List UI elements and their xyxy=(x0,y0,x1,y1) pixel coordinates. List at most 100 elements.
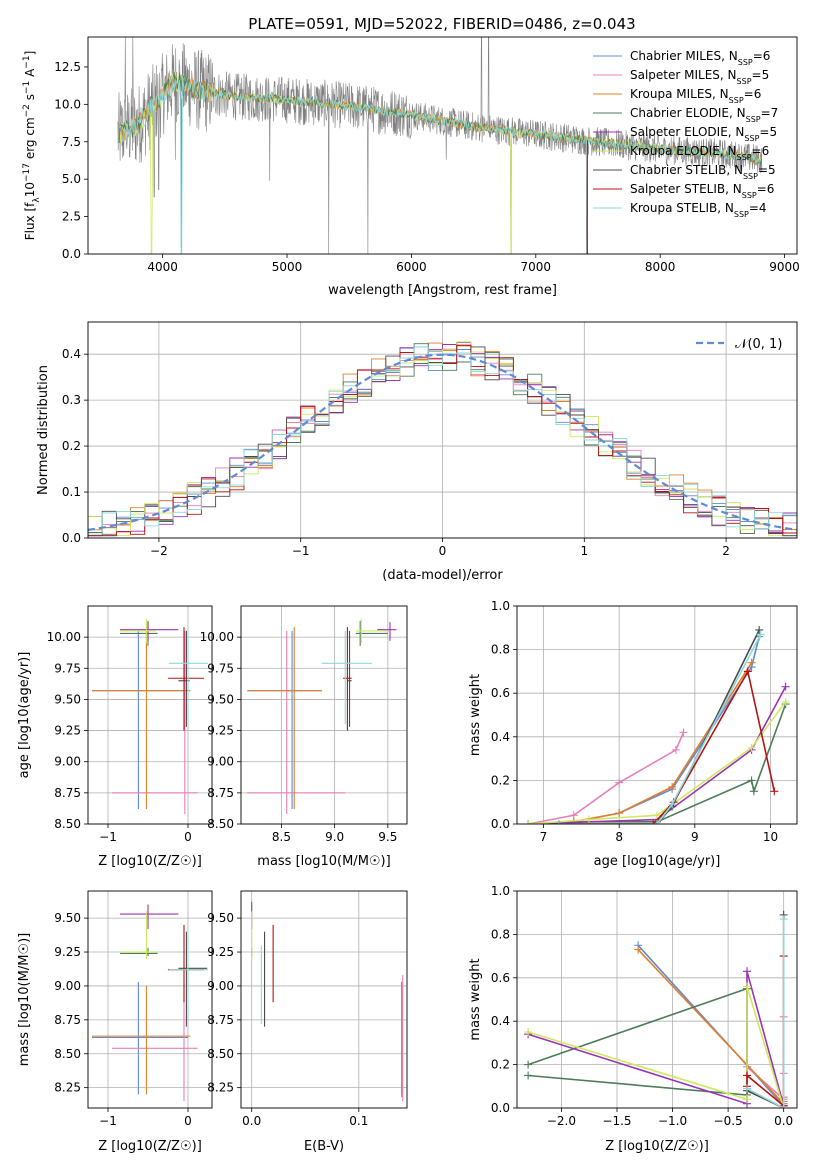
axes-border xyxy=(87,36,798,255)
y-tick-label: 8.75 xyxy=(207,786,234,800)
legend-n: 6 xyxy=(762,144,770,158)
panel-mass-vs-Z: −1 0 8.25 8.50 8.75 9.00 9.25 9.50 Z [log10(Z/Z☉… xyxy=(17,890,213,1154)
x-tick-label: 0 xyxy=(439,544,447,558)
x-axis-label: Z [log10(Z/Z☉)] xyxy=(605,1139,709,1154)
plot-area xyxy=(524,625,790,824)
data-point-marker xyxy=(779,1104,788,1108)
data-point-marker xyxy=(653,820,661,824)
legend-eq: = xyxy=(749,201,759,215)
x-axis-label: wavelength [Angstrom, rest frame] xyxy=(328,283,557,298)
y-tick-label: 10.00 xyxy=(200,630,234,644)
data-point-marker xyxy=(743,1095,751,1104)
y-tick-label: 9.75 xyxy=(207,661,234,675)
legend-eq: = xyxy=(752,68,762,82)
x-tick-label: 5000 xyxy=(272,260,303,274)
histogram-chabrier-miles xyxy=(88,346,797,537)
plot-area xyxy=(117,37,763,254)
normal-curve-line xyxy=(88,353,797,531)
axes-border xyxy=(87,321,798,539)
y-tick-label: 0.4 xyxy=(62,347,81,361)
y-axis-label: age [log10(age/yr)] xyxy=(17,652,32,779)
y-tick-label: 0.2 xyxy=(62,439,81,453)
figure-title: PLATE=0591, MJD=52022, FIBERID=0486, z=0… xyxy=(248,15,635,33)
y-tick-label: 0.1 xyxy=(62,485,81,499)
x-axis-label: mass [log10(M/M☉)] xyxy=(257,854,390,869)
histogram-salpeter-stelib xyxy=(88,344,797,537)
panel-age-vs-Z: −1 0 8.50 8.75 9.00 9.25 9.50 9.75 10.00 Z [log10… xyxy=(17,605,213,869)
y-tick-label: 5.0 xyxy=(62,172,81,186)
x-tick-label: −2.0 xyxy=(547,1114,576,1128)
legend-n: 6 xyxy=(767,182,775,196)
x-tick-label: 9.0 xyxy=(325,830,344,844)
legend-sub: SSP xyxy=(729,96,744,105)
series-line-salpeter-elodie xyxy=(528,686,787,824)
x-tick-label: 0 xyxy=(184,1114,192,1128)
y-tick-label: 8.50 xyxy=(54,817,81,831)
x-tick-label: −1 xyxy=(99,830,117,844)
x-tick-label: 8000 xyxy=(645,260,676,274)
data-point-marker xyxy=(743,1071,751,1080)
y-tick-label: 8.25 xyxy=(207,1081,234,1095)
legend-sub: SSP xyxy=(744,134,759,143)
legend-eq: = xyxy=(761,106,771,120)
y-tick-label: 9.25 xyxy=(54,945,81,959)
y-tick-label: 12.5 xyxy=(54,60,81,74)
legend-entry: Salpeter MILES, NSSP=5 xyxy=(630,68,769,86)
axes-frame: −1 0 8.25 8.50 8.75 9.00 9.25 9.50 Z [log10(Z/Z☉… xyxy=(17,890,213,1154)
y-axis-label: mass [log10(M/M☉)] xyxy=(17,933,32,1066)
data-point-marker xyxy=(679,728,688,737)
legend-n: 6 xyxy=(763,49,771,63)
y-axis-label: mass weight xyxy=(468,674,483,756)
x-tick-label: 0 xyxy=(184,830,192,844)
plot-area xyxy=(251,901,404,1102)
y-tick-label: 10.00 xyxy=(47,630,81,644)
series-line-kroupa-stelib xyxy=(746,919,785,1108)
plot-area xyxy=(92,618,208,815)
y-tick-label: 9.00 xyxy=(207,979,234,993)
data-point-marker xyxy=(653,811,661,820)
x-tick-label: −1.5 xyxy=(602,1114,631,1128)
y-tick-label: 9.50 xyxy=(207,911,234,925)
x-tick-label: 9000 xyxy=(769,260,800,274)
x-tick-label: 2 xyxy=(722,544,730,558)
x-tick-label: −1 xyxy=(292,544,310,558)
x-tick-label: 8.5 xyxy=(272,830,291,844)
y-tick-label: 9.00 xyxy=(207,755,234,769)
legend-n: 4 xyxy=(759,201,767,215)
y-tick-label: 7.5 xyxy=(62,135,81,149)
plot-area xyxy=(92,904,208,1102)
y-tick-label: 9.25 xyxy=(207,724,234,738)
histogram-chabrier-elodie xyxy=(88,343,797,537)
data-point-marker xyxy=(634,945,643,954)
y-tick-label: 10.0 xyxy=(54,97,81,111)
plot-area xyxy=(247,618,397,815)
model-spectrum-kroupa-stelib xyxy=(118,74,762,254)
data-point-marker xyxy=(584,815,593,824)
legend-sub: SSP xyxy=(738,58,753,67)
data-point-marker xyxy=(770,787,779,796)
x-axis-label: Z [log10(Z/Z☉)] xyxy=(98,854,202,869)
legend-entry: Chabrier MILES, NSSP=6 xyxy=(630,49,770,67)
panel-weight-vs-Z: −2.0 −1.5 −1.0 −0.5 0.0 0.0 0.2 0.4 0.6 0.8 1.0 Z [… xyxy=(468,884,798,1154)
y-tick-label: 0.8 xyxy=(491,927,510,941)
panel-residuals: −2 −1 0 1 2 0.0 0.1 0.2 0.3 0.4 (data-model)/error… xyxy=(36,321,798,583)
legend-n: 5 xyxy=(762,68,770,82)
y-tick-label: 8.50 xyxy=(207,1047,234,1061)
axes-border xyxy=(87,605,213,825)
series-line-salpeter-elodie xyxy=(527,971,785,1107)
histogram-chabrier-stelib xyxy=(88,344,797,537)
legend-label: Kroupa ELODIE, N xyxy=(630,144,737,158)
data-point-marker xyxy=(524,820,533,824)
y-tick-label: 0.0 xyxy=(491,1101,510,1115)
series-line-kroupa-stelib xyxy=(558,633,762,824)
series-line-chabrier-miles xyxy=(528,636,760,824)
y-tick-label: 9.25 xyxy=(207,945,234,959)
data-point-marker xyxy=(668,782,677,791)
x-tick-label: 7 xyxy=(540,830,548,844)
x-axis-label: Z [log10(Z/Z☉)] xyxy=(98,1139,202,1154)
x-axis-label: age [log10(age/yr)] xyxy=(594,854,721,869)
data-point-marker xyxy=(743,667,752,676)
data-point-marker xyxy=(747,743,756,752)
y-tick-label: 0.0 xyxy=(62,531,81,545)
x-tick-label: 6000 xyxy=(396,260,427,274)
